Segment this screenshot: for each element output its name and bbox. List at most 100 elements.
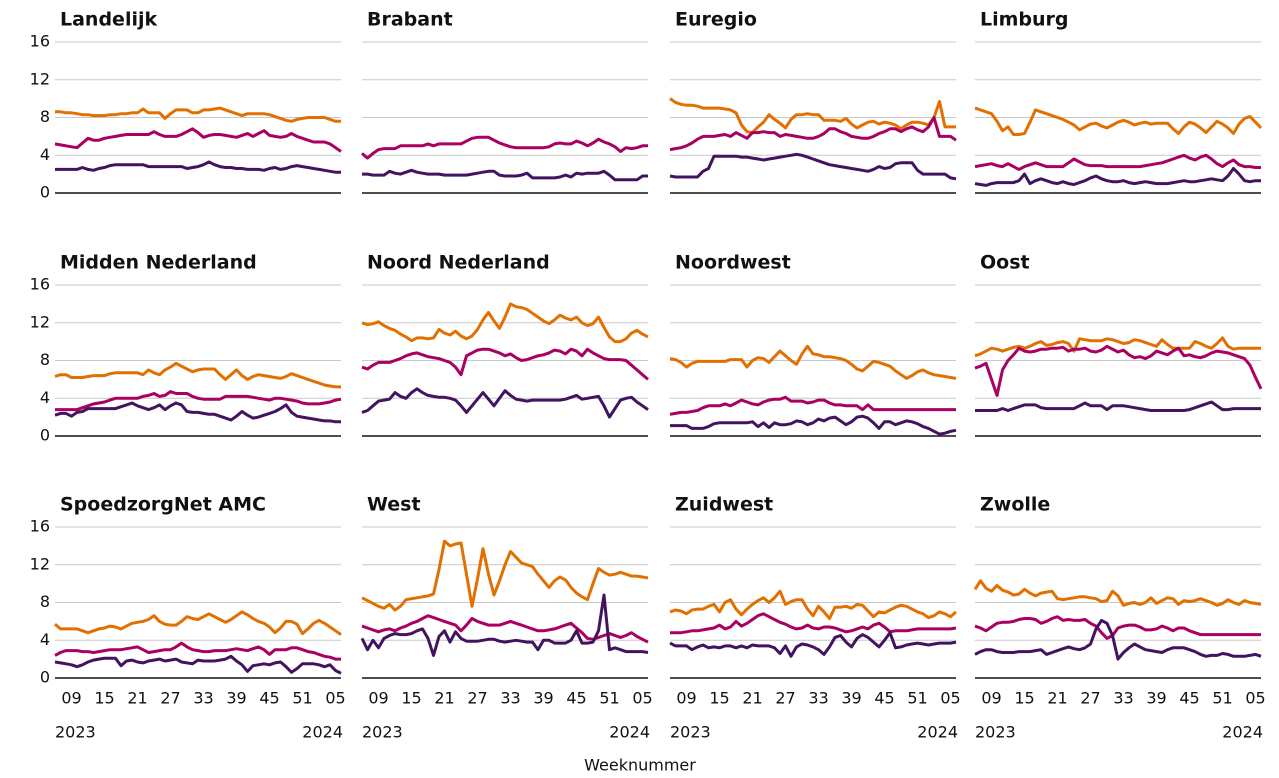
year-label: 2024 bbox=[1222, 723, 1263, 742]
panel-title: SpoedzorgNet AMC bbox=[60, 494, 266, 516]
x-tick-label: 51 bbox=[599, 689, 619, 708]
year-label: 2023 bbox=[362, 723, 403, 742]
series-line bbox=[974, 153, 1261, 171]
x-tick-label: 05 bbox=[325, 689, 345, 708]
series-line bbox=[975, 400, 1261, 412]
series-line bbox=[974, 615, 1261, 640]
series-line bbox=[361, 135, 648, 160]
series-line bbox=[361, 347, 649, 381]
series-line bbox=[974, 106, 1263, 136]
x-tick-label: 33 bbox=[1113, 689, 1133, 708]
panel-title: Zwolle bbox=[980, 494, 1050, 516]
y-tick-label: 16 bbox=[30, 517, 50, 536]
x-tick-label: 27 bbox=[160, 689, 180, 708]
y-tick-label: 4 bbox=[40, 145, 50, 164]
year-label: 2023 bbox=[975, 723, 1016, 742]
y-tick-label: 8 bbox=[40, 350, 50, 369]
series-line bbox=[361, 539, 649, 612]
panel-title: Noord Nederland bbox=[367, 252, 550, 274]
panel-title: Brabant bbox=[367, 9, 453, 31]
y-tick-label: 12 bbox=[30, 69, 50, 88]
series-line bbox=[54, 610, 342, 636]
x-tick-label: 09 bbox=[676, 689, 696, 708]
y-tick-label: 12 bbox=[30, 554, 50, 573]
y-tick-label: 8 bbox=[40, 592, 50, 611]
x-tick-label: 27 bbox=[467, 689, 487, 708]
x-tick-label: 27 bbox=[1080, 689, 1100, 708]
y-tick-label: 8 bbox=[40, 107, 50, 126]
x-tick-label: 21 bbox=[1047, 689, 1067, 708]
series-line bbox=[974, 336, 1261, 358]
x-axis-label: Weeknummer bbox=[584, 756, 696, 775]
x-tick-label: 05 bbox=[1245, 689, 1265, 708]
series-line bbox=[54, 641, 341, 661]
y-tick-label: 16 bbox=[30, 275, 50, 294]
year-label: 2023 bbox=[55, 723, 96, 742]
series-line bbox=[360, 593, 649, 657]
series-line bbox=[54, 401, 341, 424]
x-tick-label: 39 bbox=[533, 689, 553, 708]
series-line bbox=[670, 612, 957, 635]
x-tick-label: 45 bbox=[566, 689, 586, 708]
panel-title: Midden Nederland bbox=[60, 252, 257, 274]
x-tick-label: 05 bbox=[940, 689, 960, 708]
x-tick-label: 45 bbox=[1179, 689, 1199, 708]
panel-title: Oost bbox=[980, 252, 1030, 274]
x-tick-label: 39 bbox=[1146, 689, 1166, 708]
x-tick-label: 21 bbox=[434, 689, 454, 708]
x-tick-label: 09 bbox=[61, 689, 81, 708]
x-tick-label: 51 bbox=[907, 689, 927, 708]
year-label: 2024 bbox=[609, 723, 650, 742]
y-tick-label: 0 bbox=[40, 668, 50, 687]
x-tick-label: 33 bbox=[808, 689, 828, 708]
series-line bbox=[55, 390, 342, 412]
series-line bbox=[974, 167, 1261, 187]
x-tick-label: 39 bbox=[226, 689, 246, 708]
series-line bbox=[669, 344, 957, 380]
series-line bbox=[670, 414, 957, 436]
series-line bbox=[55, 160, 341, 174]
x-tick-label: 21 bbox=[127, 689, 147, 708]
x-tick-label: 45 bbox=[874, 689, 894, 708]
x-tick-label: 09 bbox=[981, 689, 1001, 708]
y-tick-label: 4 bbox=[40, 630, 50, 649]
x-tick-label: 27 bbox=[775, 689, 795, 708]
series-line bbox=[669, 631, 957, 658]
x-tick-label: 21 bbox=[742, 689, 762, 708]
series-line bbox=[362, 168, 648, 182]
series-line bbox=[361, 614, 649, 644]
series-line bbox=[55, 106, 341, 123]
series-line bbox=[669, 152, 957, 181]
x-tick-label: 15 bbox=[709, 689, 729, 708]
series-line bbox=[974, 344, 1263, 397]
y-tick-label: 4 bbox=[40, 388, 50, 407]
year-label: 2024 bbox=[302, 723, 343, 742]
x-tick-label: 51 bbox=[292, 689, 312, 708]
x-tick-label: 45 bbox=[259, 689, 279, 708]
panel-title: Noordwest bbox=[675, 252, 791, 274]
panel-title: Limburg bbox=[980, 9, 1069, 31]
x-tick-label: 15 bbox=[1014, 689, 1034, 708]
x-tick-label: 15 bbox=[401, 689, 421, 708]
panel-title: Landelijk bbox=[60, 9, 157, 31]
x-tick-label: 15 bbox=[94, 689, 114, 708]
series-line bbox=[669, 395, 956, 416]
series-line bbox=[669, 589, 957, 620]
series-line bbox=[54, 127, 342, 153]
panel-title: West bbox=[367, 494, 421, 516]
x-tick-label: 51 bbox=[1212, 689, 1232, 708]
series-line bbox=[669, 97, 956, 135]
series-line bbox=[973, 579, 1262, 607]
y-tick-label: 12 bbox=[30, 312, 50, 331]
series-line bbox=[361, 387, 649, 419]
y-tick-label: 0 bbox=[40, 426, 50, 445]
series-line bbox=[54, 654, 342, 675]
x-tick-label: 39 bbox=[841, 689, 861, 708]
series-line bbox=[361, 302, 649, 344]
x-tick-label: 05 bbox=[632, 689, 652, 708]
series-line bbox=[974, 618, 1262, 661]
series-line bbox=[54, 361, 341, 389]
panel-title: Euregio bbox=[675, 9, 757, 31]
y-tick-label: 0 bbox=[40, 183, 50, 202]
